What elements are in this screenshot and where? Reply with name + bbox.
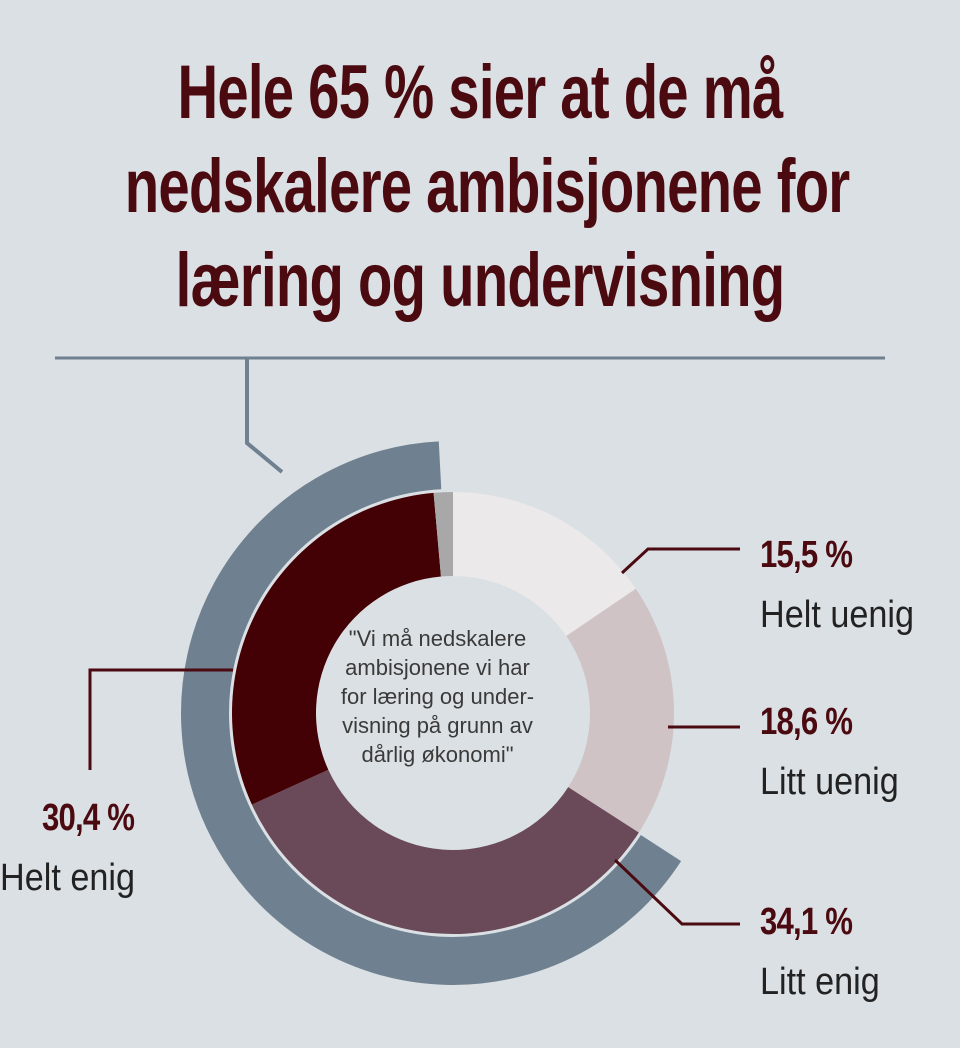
value-label-litt-uenig: 18,6 % [760, 701, 853, 743]
value-label-helt-enig: 30,4 % [42, 797, 135, 839]
donut-slice-helt-uenig [453, 492, 636, 636]
statement-line: visning på grunn av [342, 713, 533, 738]
statement-line: ambisjonene vi har [345, 655, 530, 680]
value-label-litt-enig: 34,1 % [760, 901, 853, 943]
survey-statement: "Vi må nedskalere ambisjonene vi har for… [300, 624, 575, 769]
statement-line: for læring og under- [340, 684, 535, 709]
category-label-helt-enig: Helt enig [0, 857, 135, 899]
category-label-helt-uenig: Helt uenig [760, 594, 915, 636]
category-label-litt-enig: Litt enig [760, 961, 880, 1003]
chart-title: Hele 65 % sier at de må nedskalere ambis… [0, 46, 960, 328]
outer-arc-65-percent [181, 441, 682, 985]
statement-line: dårlig økonomi" [361, 742, 514, 767]
chart-title-line-1: Hele 65 % sier at de må [177, 50, 783, 135]
statement-line: "Vi må nedskalere [348, 626, 527, 651]
donut-slice-litt-enig [251, 769, 639, 935]
chart-title-line-2: nedskalere ambisjonene for [124, 144, 850, 229]
donut-slice-unlabeled [433, 492, 453, 577]
leader-helt-enig [88, 668, 233, 770]
leader-litt-enig [613, 858, 740, 926]
chart-title-line-3: læring og undervisning [175, 238, 785, 323]
value-label-helt-uenig: 15,5 % [760, 534, 853, 576]
leader-helt-uenig [620, 547, 740, 575]
outer-arc-connector [245, 358, 284, 474]
donut-slice-litt-uenig [566, 588, 674, 833]
category-label-litt-uenig: Litt uenig [760, 761, 899, 803]
donut-slice-helt-enig [231, 492, 441, 805]
